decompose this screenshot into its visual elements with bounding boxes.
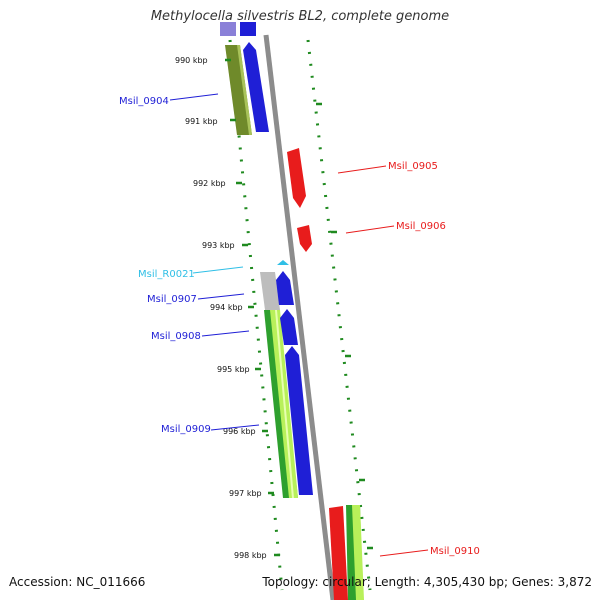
tick-label: 993 kbp — [202, 241, 235, 250]
gene-label-msil-r0021: Msil_R0021 — [138, 269, 195, 280]
gene-label-msil-0904: Msil_0904 — [119, 96, 169, 107]
tick-label: 994 kbp — [210, 303, 243, 312]
top-partial-features — [220, 22, 256, 36]
tick-label: 995 kbp — [217, 365, 250, 374]
genome-summary-text: Topology: circular; Length: 4,305,430 bp… — [262, 575, 592, 589]
tick-label: 998 kbp — [234, 551, 267, 560]
gene-label-msil-0908: Msil_0908 — [151, 331, 201, 342]
gene-msil-0909 — [285, 346, 313, 495]
genome-backbone — [263, 34, 336, 600]
tick-label: 992 kbp — [193, 179, 226, 188]
gene-labels: Msil_0904 Msil_0905 Msil_0906 Msil_R0021… — [119, 96, 480, 557]
tick-label: 991 kbp — [185, 117, 218, 126]
leader-lines — [169, 93, 429, 557]
gene-label-msil-0909: Msil_0909 — [161, 424, 211, 435]
tick-label: 990 kbp — [175, 56, 208, 65]
gene-msil-r0021 — [277, 260, 289, 265]
gene-msil-0907 — [276, 271, 294, 305]
cog-bars — [225, 45, 364, 600]
map-title: Methylocella silvestris BL2, complete ge… — [150, 9, 450, 24]
tick-labels: 990 kbp 991 kbp 992 kbp 993 kbp 994 kbp … — [175, 56, 267, 560]
gene-label-msil-0905: Msil_0905 — [388, 161, 438, 172]
accession-text: Accession: NC_011666 — [9, 575, 146, 589]
forward-genes — [243, 42, 313, 495]
gene-msil-0908 — [280, 309, 298, 345]
gene-label-msil-0907: Msil_0907 — [147, 294, 197, 305]
gene-msil-0905 — [287, 148, 306, 208]
gene-msil-0906 — [297, 225, 312, 252]
gene-label-msil-0906: Msil_0906 — [396, 221, 446, 232]
tick-label: 996 kbp — [223, 427, 256, 436]
gene-msil-0910 — [329, 506, 348, 600]
outer-dotted-ring — [306, 39, 372, 591]
reverse-genes — [287, 148, 348, 600]
inner-dotted-ring — [228, 39, 284, 591]
scale-ticks — [225, 58, 373, 557]
tick-label: 997 kbp — [229, 489, 262, 498]
gene-msil-0904 — [243, 42, 269, 132]
gene-label-msil-0910: Msil_0910 — [430, 546, 480, 557]
